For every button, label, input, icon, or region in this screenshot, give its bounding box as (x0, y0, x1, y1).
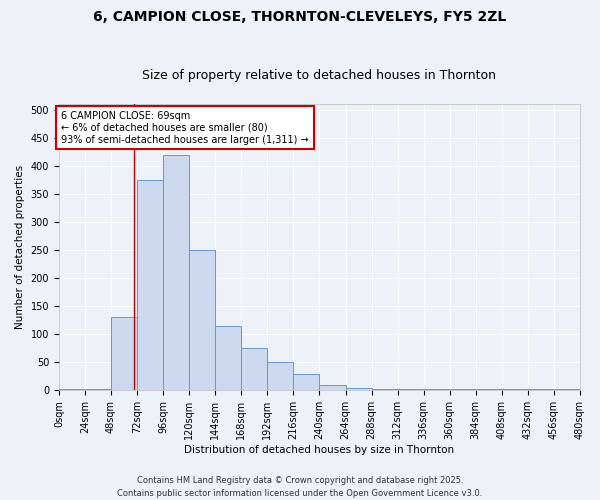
Text: 6 CAMPION CLOSE: 69sqm
← 6% of detached houses are smaller (80)
93% of semi-deta: 6 CAMPION CLOSE: 69sqm ← 6% of detached … (61, 112, 308, 144)
X-axis label: Distribution of detached houses by size in Thornton: Distribution of detached houses by size … (184, 445, 455, 455)
Title: Size of property relative to detached houses in Thornton: Size of property relative to detached ho… (142, 69, 496, 82)
Bar (241, 348, 268, 391)
Bar (215, 326, 241, 390)
Bar (319, 385, 346, 390)
Bar (268, 362, 293, 390)
Bar (137, 180, 163, 390)
Text: Contains HM Land Registry data © Crown copyright and database right 2025.
Contai: Contains HM Land Registry data © Crown c… (118, 476, 482, 498)
Bar (111, 318, 137, 390)
Bar (189, 250, 215, 390)
Bar (163, 154, 189, 390)
Bar (293, 374, 319, 390)
Text: 6, CAMPION CLOSE, THORNTON-CLEVELEYS, FY5 2ZL: 6, CAMPION CLOSE, THORNTON-CLEVELEYS, FY… (94, 10, 506, 24)
Bar (346, 388, 371, 390)
Y-axis label: Number of detached properties: Number of detached properties (15, 165, 25, 330)
